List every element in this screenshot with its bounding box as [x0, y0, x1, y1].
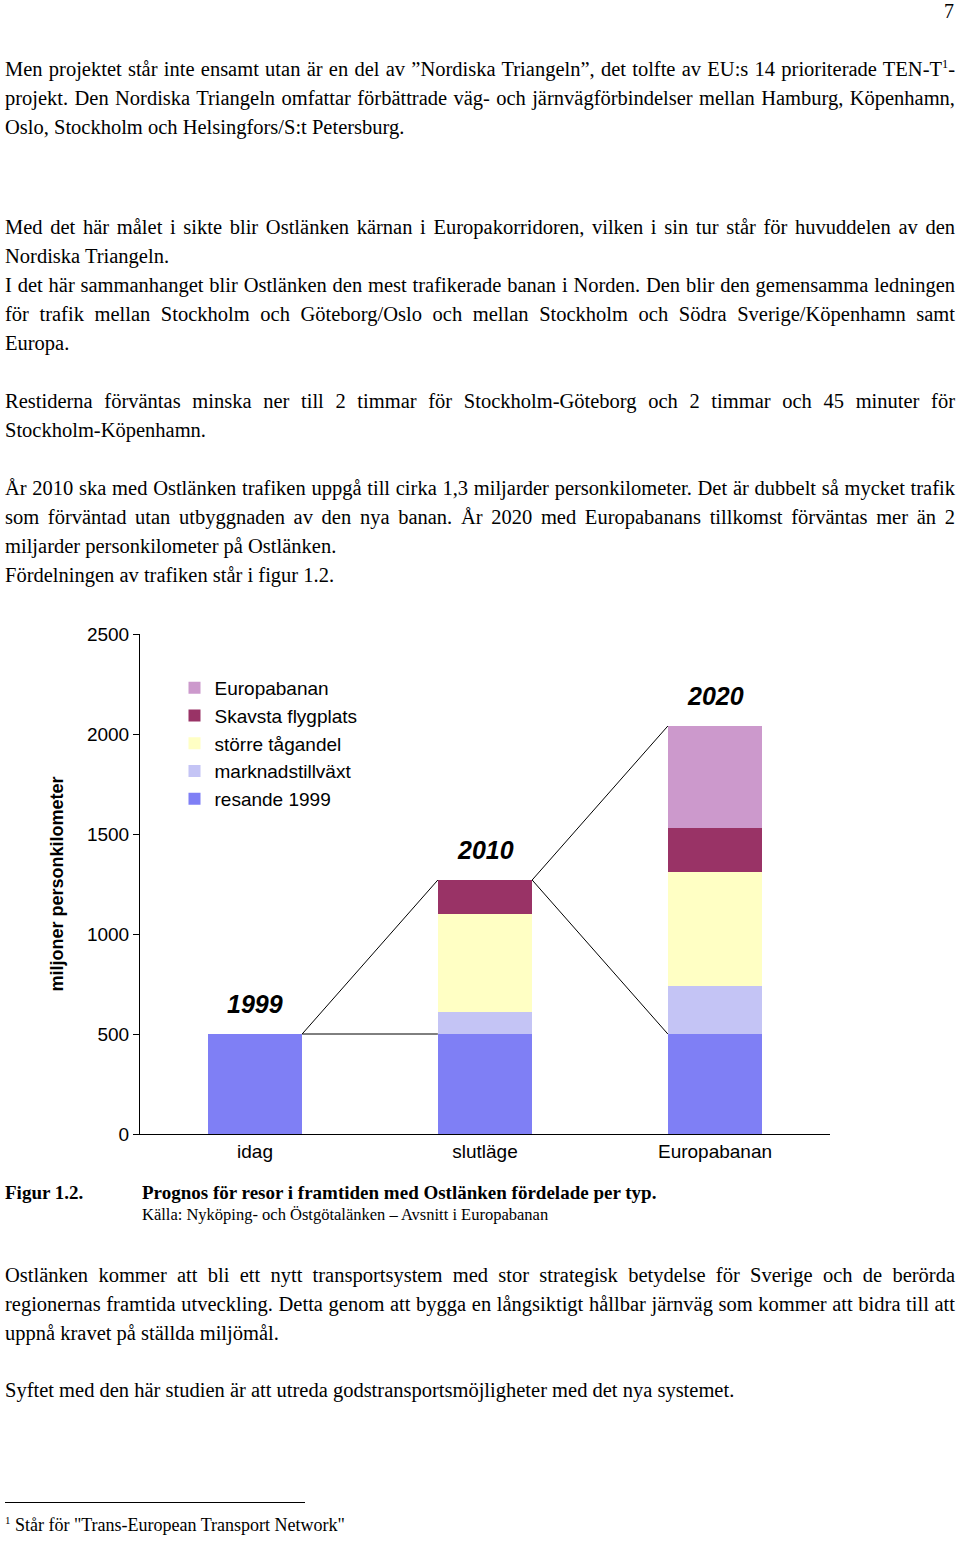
svg-text:2010: 2010 [457, 836, 514, 864]
html-text:Med det här målet i sikte blir: Med det här målet i sikte blir Ostlänken… [5, 216, 955, 267]
svg-text:Europabanan: Europabanan [658, 1141, 772, 1162]
html-text:Prognos för resor i framtiden: Prognos för resor i framtiden med Ostlän… [142, 1182, 657, 1203]
svg-text:1500: 1500 [87, 824, 129, 845]
html-text:Men projektet står inte ensamt: Men projektet står inte ensamt utan är e… [5, 57, 955, 138]
svg-text:Europabanan: Europabanan [215, 678, 329, 699]
svg-text:resande 1999: resande 1999 [215, 789, 331, 810]
svg-text:500: 500 [97, 1024, 129, 1045]
svg-text:Skavsta flygplats: Skavsta flygplats [215, 706, 358, 727]
svg-text:idag: idag [237, 1141, 273, 1162]
svg-text:marknadstillväxt: marknadstillväxt [215, 761, 352, 782]
html-text:Figur 1.2.: Figur 1.2. [5, 1182, 84, 1203]
html-text:Fördelningen av trafiken står: Fördelningen av trafiken står i figur 1.… [5, 564, 335, 586]
html-text:1Står för "Trans-European Tran: 1Står för "Trans-European Transport Netw… [5, 1514, 345, 1535]
html-text:I det här sammanhanget blir Os: I det här sammanhanget blir Ostlänken de… [5, 274, 955, 354]
svg-text:0: 0 [119, 1124, 130, 1145]
svg-text:större tågandel: större tågandel [215, 734, 342, 755]
svg-text:1999: 1999 [227, 990, 283, 1018]
html-text:Restiderna förväntas minska ne: Restiderna förväntas minska ner till 2 t… [5, 390, 955, 441]
svg-text:1000: 1000 [87, 924, 129, 945]
html-text:7: 7 [944, 0, 954, 22]
html-text:Källa: Nyköping- och Östgötalä: Källa: Nyköping- och Östgötalänken – Avs… [142, 1205, 549, 1224]
svg-text:2000: 2000 [87, 724, 129, 745]
svg-text:2020: 2020 [687, 682, 744, 710]
svg-text:slutläge: slutläge [452, 1141, 518, 1162]
svg-text:2500: 2500 [87, 624, 129, 645]
html-text:Ostlänken kommer att bli ett n: Ostlänken kommer att bli ett nytt transp… [5, 1264, 955, 1344]
html-text:År 2010 ska med Ostlänken traf: År 2010 ska med Ostlänken trafiken uppgå… [5, 477, 955, 557]
html-text:Syftet med den här studien är: Syftet med den här studien är att utreda… [5, 1379, 735, 1401]
svg-text:miljoner personkilometer: miljoner personkilometer [47, 776, 67, 991]
